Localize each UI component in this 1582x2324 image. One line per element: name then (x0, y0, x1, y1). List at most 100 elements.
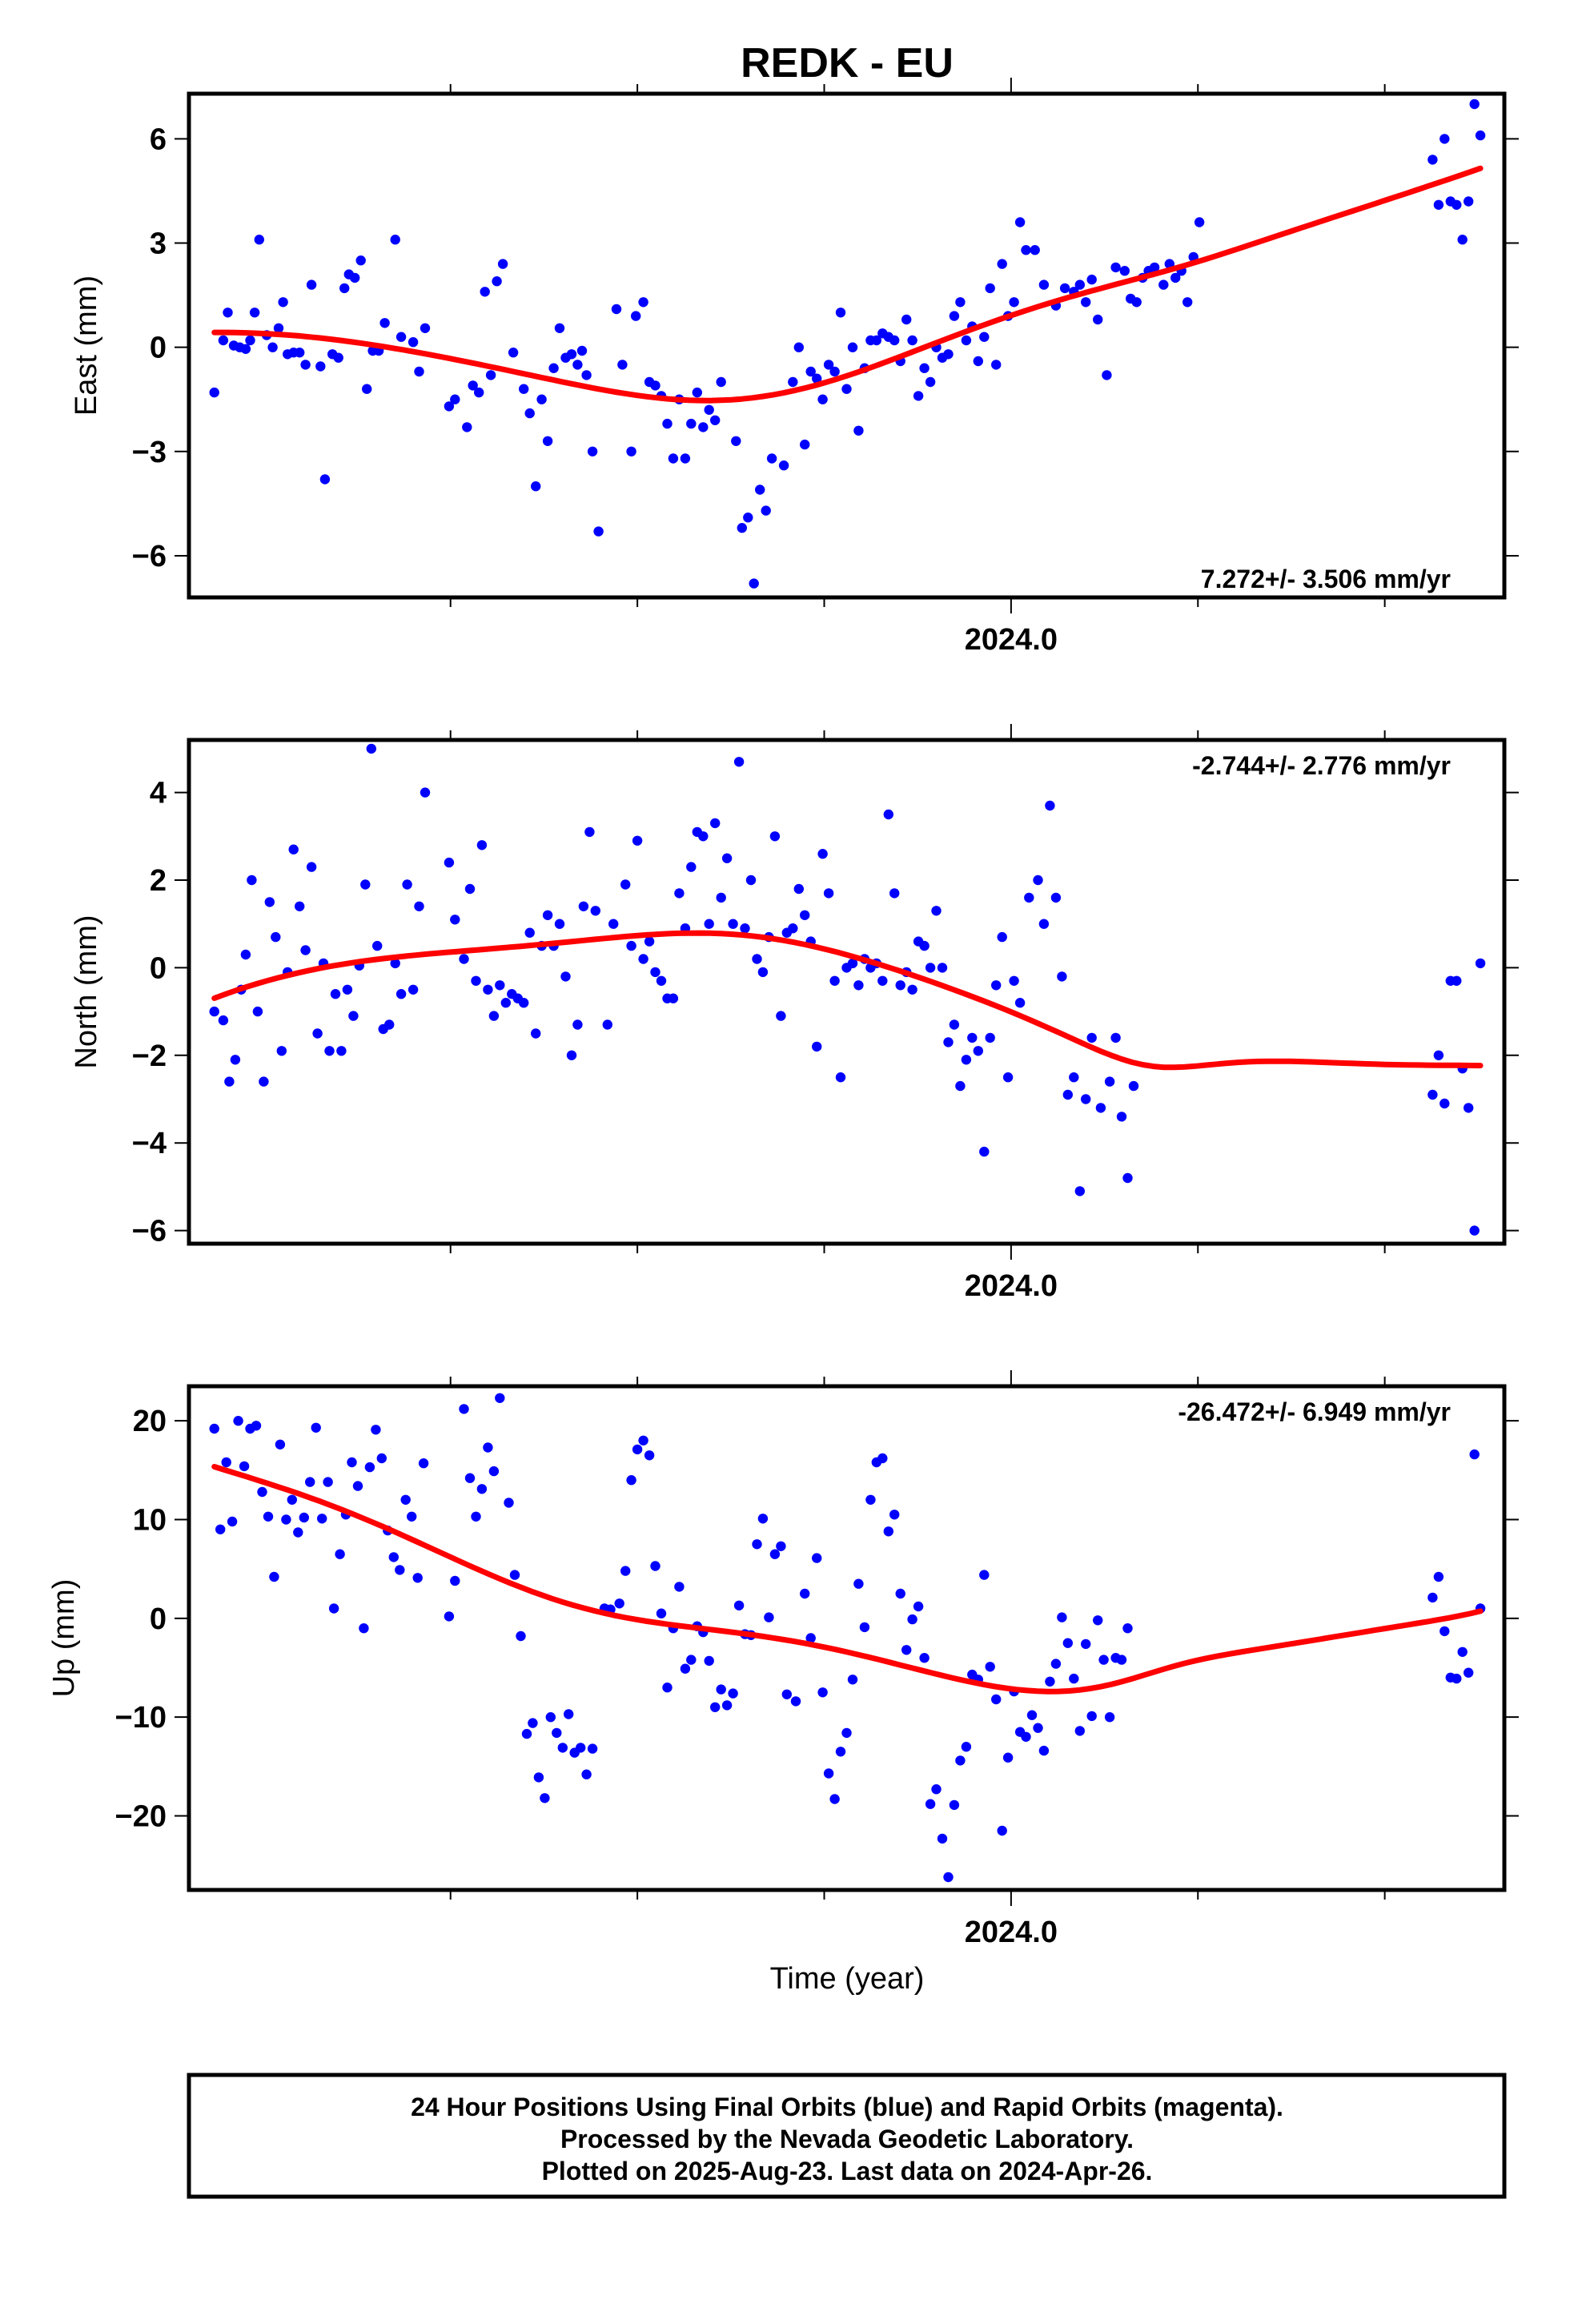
y-tick-label: −20 (115, 1800, 167, 1834)
y-tick-label: −3 (132, 436, 167, 469)
data-point (576, 345, 588, 356)
data-point (295, 348, 305, 358)
data-point (611, 304, 622, 315)
data-point (1026, 1710, 1038, 1720)
data-point (524, 408, 535, 419)
data-point (829, 975, 840, 987)
y-tick-label: 2 (150, 864, 167, 898)
data-point (907, 984, 917, 995)
data-point (728, 919, 738, 929)
data-point (459, 1404, 469, 1414)
data-point (408, 984, 419, 995)
data-point (362, 384, 372, 394)
data-point (348, 1011, 359, 1021)
data-point (800, 1588, 810, 1599)
data-point (221, 1457, 231, 1468)
data-point (919, 1653, 930, 1663)
data-point (740, 923, 750, 934)
data-point (1194, 217, 1205, 227)
data-point (656, 975, 667, 987)
data-point (1110, 1032, 1121, 1043)
data-point (521, 1728, 532, 1739)
data-point (572, 360, 583, 370)
data-point (710, 1702, 721, 1712)
data-point (761, 505, 771, 516)
data-point (778, 460, 789, 471)
data-point (766, 453, 777, 464)
footer-line-2: Processed by the Nevada Geodetic Laborat… (560, 2125, 1134, 2153)
data-point (812, 373, 822, 384)
data-point (459, 954, 469, 964)
data-point (269, 1571, 279, 1582)
data-point (943, 349, 954, 360)
data-point (1131, 297, 1142, 308)
data-point (895, 980, 905, 991)
data-point (342, 984, 353, 995)
data-point (360, 879, 371, 890)
data-point (450, 394, 460, 404)
data-point (793, 883, 804, 895)
data-point (576, 1743, 586, 1753)
fit-line (211, 930, 1484, 1071)
data-point (1059, 283, 1070, 294)
data-point (781, 1689, 792, 1699)
data-point (662, 1683, 673, 1693)
data-point (716, 892, 726, 903)
data-point (352, 1481, 363, 1491)
data-point (1122, 1172, 1133, 1184)
data-point (626, 940, 636, 951)
data-point (919, 940, 930, 951)
data-point (450, 1575, 460, 1586)
data-point (366, 743, 376, 754)
data-point (464, 1473, 476, 1483)
data-point (985, 1032, 995, 1043)
data-point (776, 1011, 786, 1021)
data-point (961, 1742, 972, 1752)
data-point (1464, 196, 1474, 207)
data-point (800, 439, 810, 450)
data-point (1093, 1615, 1103, 1626)
data-point (698, 831, 709, 842)
y-tick-label: 20 (133, 1405, 167, 1438)
data-point (215, 1524, 226, 1535)
data-point (847, 342, 858, 352)
data-point (644, 936, 655, 947)
data-point (1057, 1612, 1067, 1622)
data-point (752, 1539, 762, 1550)
data-point (552, 1727, 562, 1739)
data-point (865, 1494, 876, 1506)
data-point (508, 348, 519, 358)
data-point (602, 1019, 612, 1030)
data-point (931, 1784, 942, 1795)
data-point (979, 332, 990, 342)
data-point (757, 967, 769, 978)
data-point (471, 975, 481, 987)
plot-frame (187, 1384, 1507, 1892)
data-point (590, 906, 600, 916)
x-tick-label: 2024.0 (965, 1269, 1058, 1303)
data-point (1464, 1667, 1474, 1678)
data-point (997, 931, 1007, 943)
data-point (418, 1458, 429, 1469)
data-point (464, 883, 476, 895)
data-point (531, 481, 541, 492)
data-point (245, 335, 255, 346)
data-point (620, 879, 631, 890)
data-point (1009, 975, 1019, 987)
data-point (1433, 1571, 1444, 1582)
data-point (407, 1511, 417, 1522)
plot-area (209, 1393, 1486, 1883)
data-point (1074, 279, 1086, 290)
data-point (1122, 1623, 1133, 1634)
data-point (566, 349, 577, 360)
data-point (288, 844, 299, 854)
data-point (788, 376, 798, 388)
data-point (1128, 1080, 1139, 1092)
data-point (626, 1475, 636, 1486)
y-tick-label: 10 (133, 1504, 167, 1538)
y-tick-label: 0 (150, 951, 167, 985)
data-point (1014, 217, 1026, 227)
data-point (519, 998, 529, 1008)
data-point (1116, 1112, 1127, 1122)
data-point (333, 352, 343, 363)
